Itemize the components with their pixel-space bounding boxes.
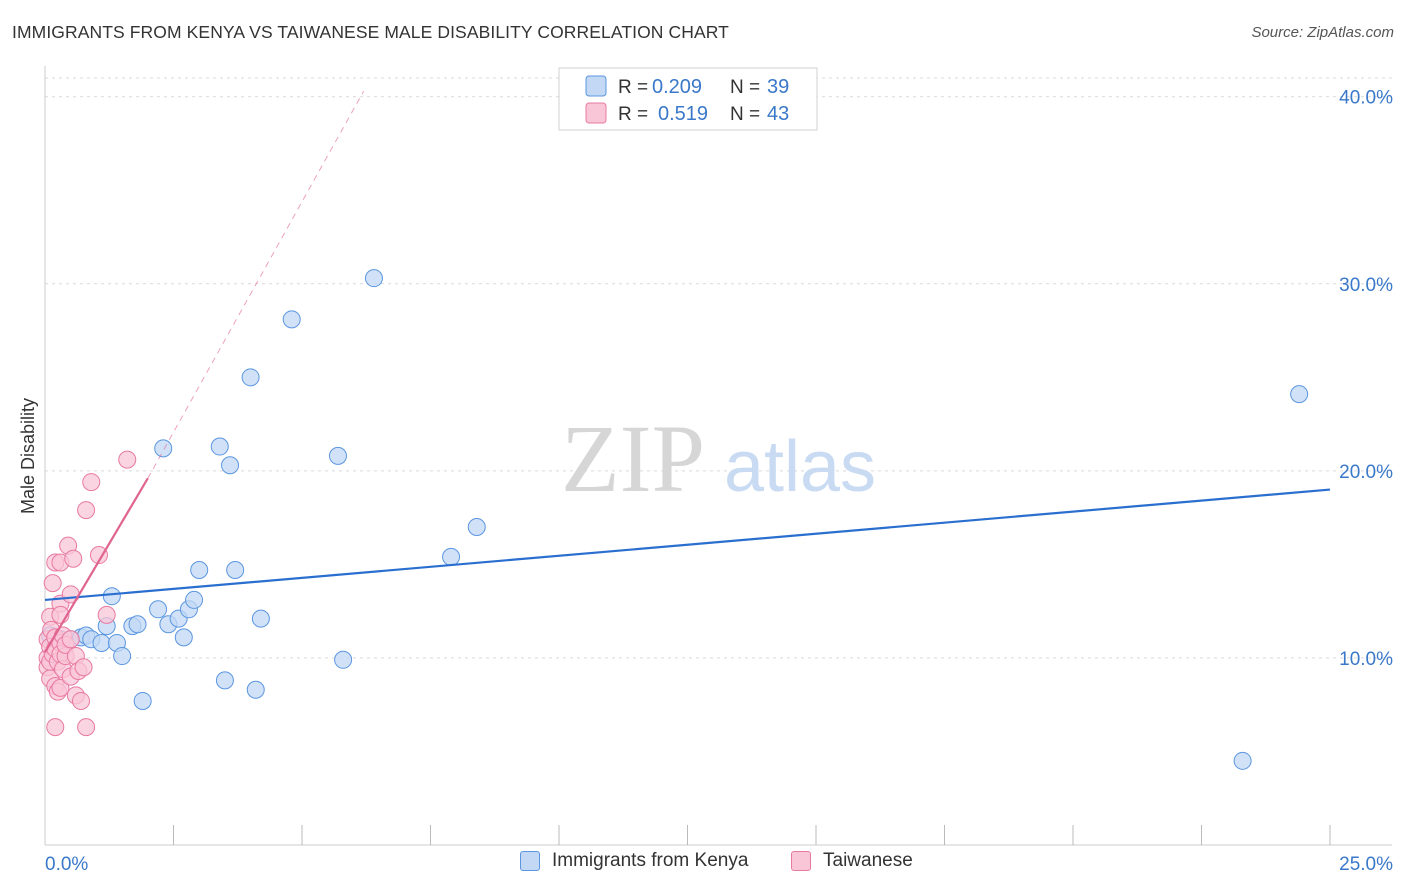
chart-title: IMMIGRANTS FROM KENYA VS TAIWANESE MALE … — [12, 22, 729, 42]
legend-r-label: R = — [618, 77, 648, 98]
legend-n-value: 39 — [767, 76, 789, 98]
kenya-point — [241, 368, 260, 387]
taiwanese-point — [61, 630, 80, 649]
kenya-trend-line — [44, 488, 1331, 602]
axes — [44, 66, 1392, 846]
taiwanese-point — [77, 501, 96, 520]
top-legend: R = 0.209 N = 39 R = 0.519 N = 43 — [558, 67, 818, 131]
y-tick-label: 30.0% — [1339, 275, 1393, 296]
kenya-point — [334, 650, 353, 669]
kenya-point — [133, 691, 152, 710]
grid-lines — [45, 77, 1392, 659]
kenya-point — [190, 561, 209, 580]
taiwanese-trend-extension — [147, 90, 365, 479]
kenya-point — [92, 633, 111, 652]
legend-label-taiwanese: Taiwanese — [823, 850, 913, 871]
legend-item-taiwanese: Taiwanese — [791, 850, 913, 872]
taiwanese-point — [64, 549, 83, 568]
kenya-point — [246, 680, 265, 699]
y-tick-label: 10.0% — [1339, 649, 1393, 670]
kenya-point — [113, 647, 132, 666]
legend-r-label: R = — [618, 104, 648, 125]
legend-label-kenya: Immigrants from Kenya — [552, 850, 749, 871]
legend-r-value: 0.209 — [652, 76, 702, 98]
kenya-point — [185, 590, 204, 609]
watermark: ZIP atlas — [561, 405, 876, 512]
source-label: Source: ZipAtlas.com — [1251, 24, 1394, 41]
legend-n-value: 43 — [767, 103, 789, 125]
taiwanese-point — [97, 605, 116, 624]
legend-swatch-taiwanese — [585, 102, 607, 124]
kenya-point — [174, 628, 193, 647]
legend-swatch-kenya — [520, 851, 540, 871]
taiwanese-point — [71, 691, 90, 710]
taiwanese-point — [82, 473, 101, 492]
taiwanese-point — [118, 450, 137, 469]
kenya-point — [1290, 385, 1309, 404]
trend-lines — [44, 90, 1331, 653]
kenya-point — [226, 561, 245, 580]
kenya-point — [128, 615, 147, 634]
legend-swatch-kenya — [585, 75, 607, 97]
taiwanese-point — [43, 574, 62, 593]
legend-r-value: 0.519 — [658, 103, 708, 125]
kenya-point — [442, 547, 461, 566]
taiwanese-point — [51, 678, 70, 697]
x-tick-label: 0.0% — [45, 854, 88, 875]
kenya-point — [282, 310, 301, 329]
y-tick-label: 20.0% — [1339, 462, 1393, 483]
legend-n-label: N = — [730, 77, 760, 98]
kenya-point — [102, 587, 121, 606]
kenya-point — [1233, 751, 1252, 770]
x-tick-label: 25.0% — [1339, 854, 1393, 875]
kenya-point — [251, 609, 270, 628]
kenya-point — [210, 437, 229, 456]
kenya-point — [221, 456, 240, 475]
kenya-point — [467, 517, 486, 536]
legend-n-label: N = — [730, 104, 760, 125]
taiwanese-point — [77, 718, 96, 737]
y-axis-label: Male Disability — [18, 398, 38, 514]
data-points — [38, 269, 1309, 770]
taiwanese-point — [74, 658, 93, 677]
kenya-point — [149, 600, 168, 619]
y-tick-label: 40.0% — [1339, 88, 1393, 109]
watermark-atlas: atlas — [724, 427, 876, 507]
legend-item-kenya: Immigrants from Kenya — [520, 850, 748, 872]
taiwanese-trend-line — [44, 477, 149, 653]
kenya-point — [215, 671, 234, 690]
kenya-point — [328, 446, 347, 465]
taiwanese-point — [89, 546, 108, 565]
kenya-point — [154, 439, 173, 458]
watermark-zip: ZIP — [561, 405, 705, 512]
legend-swatch-taiwanese — [791, 851, 811, 871]
tick-labels: 10.0% 20.0% 30.0% 40.0% 0.0% 25.0% — [45, 88, 1393, 875]
bottom-legend: Immigrants from Kenya Taiwanese — [0, 850, 1406, 878]
kenya-point — [364, 269, 383, 288]
taiwanese-point — [46, 718, 65, 737]
